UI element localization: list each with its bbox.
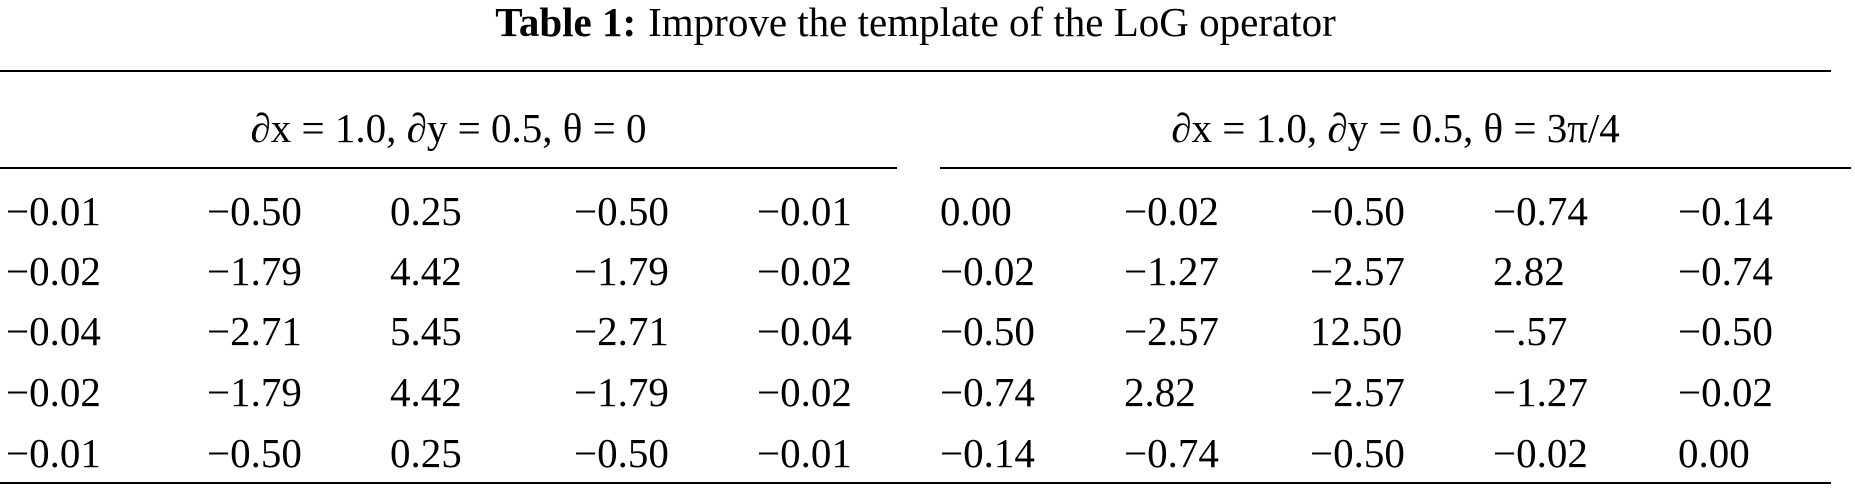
table-cell: 4.42 <box>390 248 462 294</box>
table-cell: −.57 <box>1493 308 1568 354</box>
table-cell: −0.74 <box>1678 248 1773 294</box>
group-header: ∂x = 1.0, ∂y = 0.5, θ = 0 <box>250 105 647 151</box>
table-cell: −0.04 <box>6 308 101 354</box>
table-cell: 2.82 <box>1493 248 1565 294</box>
table-cell: −0.02 <box>757 369 852 415</box>
table-cell: −0.01 <box>6 188 101 234</box>
table-cell: −0.14 <box>1678 188 1773 234</box>
group-rule <box>940 167 1851 169</box>
table-cell: −0.01 <box>6 430 101 476</box>
table-cell: 5.45 <box>390 308 462 354</box>
table-cell: −0.02 <box>1493 430 1588 476</box>
table-cell: −0.74 <box>1124 430 1219 476</box>
table-cell: −0.50 <box>1310 430 1405 476</box>
table-cell: −0.50 <box>207 430 302 476</box>
table-cell: −1.79 <box>574 248 669 294</box>
table-cell: −2.57 <box>1310 248 1405 294</box>
table-cell: −0.01 <box>757 430 852 476</box>
table-cell: 2.82 <box>1124 369 1196 415</box>
table-cell: −0.02 <box>1678 369 1773 415</box>
table-cell: −0.50 <box>1310 188 1405 234</box>
top-rule <box>0 70 1831 72</box>
table-cell: 12.50 <box>1310 308 1403 354</box>
table-cell: −0.02 <box>6 248 101 294</box>
table-cell: −2.57 <box>1310 369 1405 415</box>
table-cell: 4.42 <box>390 369 462 415</box>
group-header: ∂x = 1.0, ∂y = 0.5, θ = 3π/4 <box>1171 105 1620 151</box>
table-cell: −0.74 <box>1493 188 1588 234</box>
table-cell: −1.79 <box>207 248 302 294</box>
table-cell: −0.50 <box>207 188 302 234</box>
table-cell: −0.04 <box>757 308 852 354</box>
table-cell: 0.25 <box>390 188 462 234</box>
caption-text: Improve the template of the LoG operator <box>648 0 1336 45</box>
table-cell: −0.02 <box>1124 188 1219 234</box>
table-cell: −2.57 <box>1124 308 1219 354</box>
table-cell: −0.74 <box>940 369 1035 415</box>
table-cell: −0.50 <box>574 188 669 234</box>
table-cell: 0.00 <box>1678 430 1750 476</box>
table-cell: −1.79 <box>207 369 302 415</box>
table-cell: −0.50 <box>1678 308 1773 354</box>
table-cell: −0.02 <box>940 248 1035 294</box>
group-rule <box>0 167 897 169</box>
caption: Table 1: Improve the template of the LoG … <box>0 2 1831 43</box>
table-cell: −0.50 <box>940 308 1035 354</box>
table-cell: −0.01 <box>757 188 852 234</box>
table-cell: −0.50 <box>574 430 669 476</box>
table-cell: −1.27 <box>1124 248 1219 294</box>
table-cell: −2.71 <box>574 308 669 354</box>
bottom-rule <box>0 482 1831 484</box>
table-cell: −0.02 <box>757 248 852 294</box>
table-cell: −0.02 <box>6 369 101 415</box>
table-cell: −1.79 <box>574 369 669 415</box>
table-cell: −0.14 <box>940 430 1035 476</box>
caption-label: Table 1: <box>495 0 637 45</box>
table-cell: 0.00 <box>940 188 1012 234</box>
table-cell: −2.71 <box>207 308 302 354</box>
table-cell: 0.25 <box>390 430 462 476</box>
table-cell: −1.27 <box>1493 369 1588 415</box>
